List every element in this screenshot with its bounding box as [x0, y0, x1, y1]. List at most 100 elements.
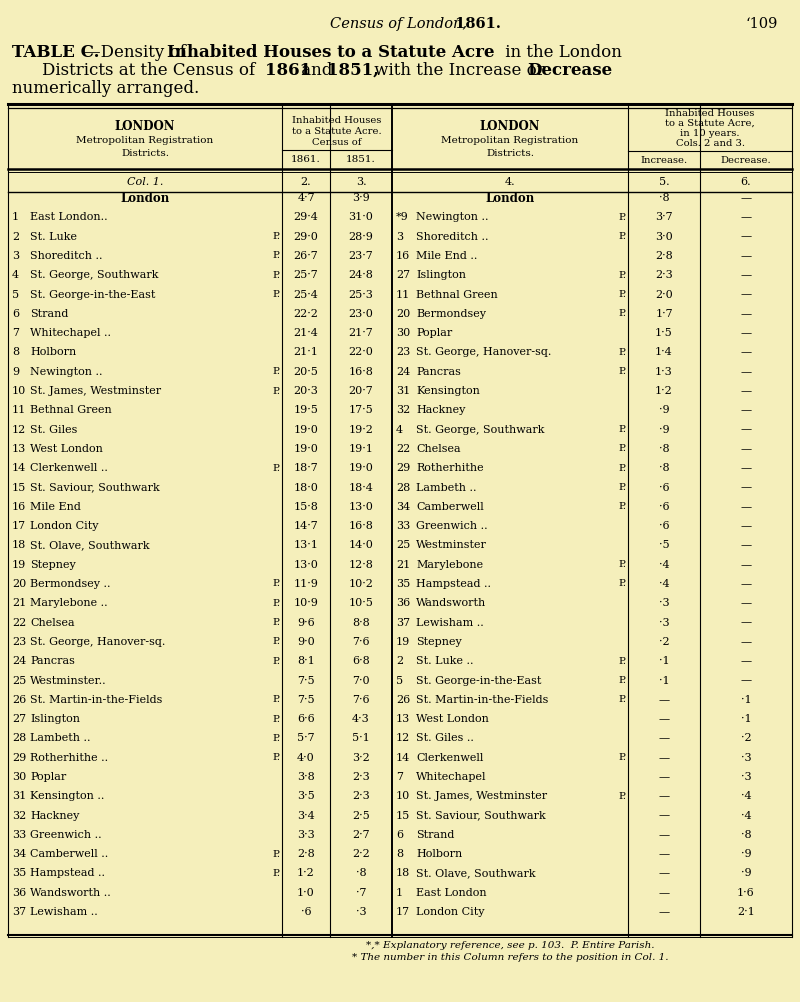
- Text: 9·0: 9·0: [297, 637, 315, 647]
- Text: 28: 28: [12, 733, 26, 743]
- Text: * The number in this Column refers to the position in Col. 1.: * The number in this Column refers to th…: [352, 954, 668, 963]
- Text: P.: P.: [272, 252, 280, 261]
- Text: St. George, Hanover-sq.: St. George, Hanover-sq.: [416, 348, 551, 358]
- Text: —: —: [741, 483, 751, 493]
- Text: P.: P.: [618, 367, 626, 376]
- Text: 7·5: 7·5: [297, 694, 315, 704]
- Text: 29: 29: [12, 753, 26, 763]
- Text: 2·5: 2·5: [352, 811, 370, 821]
- Text: —: —: [658, 792, 670, 802]
- Text: Cols. 2 and 3.: Cols. 2 and 3.: [675, 138, 745, 147]
- Text: —: —: [741, 309, 751, 319]
- Text: 34: 34: [12, 850, 26, 859]
- Text: P.: P.: [618, 695, 626, 704]
- Text: —: —: [741, 271, 751, 281]
- Text: 17·5: 17·5: [349, 405, 374, 415]
- Text: 20: 20: [12, 579, 26, 589]
- Text: 2·8: 2·8: [655, 250, 673, 261]
- Text: 1: 1: [12, 212, 19, 222]
- Text: 7·0: 7·0: [352, 675, 370, 685]
- Text: and: and: [296, 61, 338, 78]
- Text: Islington: Islington: [30, 714, 80, 724]
- Text: —: —: [658, 694, 670, 704]
- Text: 1861.: 1861.: [291, 154, 321, 163]
- Text: Decrease: Decrease: [527, 61, 612, 78]
- Text: P.: P.: [272, 656, 280, 665]
- Text: Shoreditch ..: Shoreditch ..: [416, 231, 489, 241]
- Text: 25·3: 25·3: [349, 290, 374, 300]
- Text: Bethnal Green: Bethnal Green: [30, 405, 112, 415]
- Text: 1·6: 1·6: [737, 888, 755, 898]
- Text: ·1: ·1: [658, 656, 670, 666]
- Text: 19·0: 19·0: [294, 444, 318, 454]
- Text: Rotherhithe: Rotherhithe: [416, 463, 484, 473]
- Text: LONDON: LONDON: [480, 119, 540, 132]
- Text: 31: 31: [396, 386, 410, 396]
- Text: Stepney: Stepney: [30, 560, 76, 570]
- Text: ‘109: ‘109: [746, 17, 778, 31]
- Text: ·3: ·3: [741, 772, 751, 782]
- Text: 2·7: 2·7: [352, 830, 370, 840]
- Text: Kensington: Kensington: [416, 386, 480, 396]
- Text: ·8: ·8: [658, 463, 670, 473]
- Text: Wandsworth ..: Wandsworth ..: [30, 888, 110, 898]
- Text: —: —: [741, 463, 751, 473]
- Text: —: —: [741, 193, 751, 203]
- Text: East London..: East London..: [30, 212, 108, 222]
- Text: ·4: ·4: [741, 792, 751, 802]
- Text: 3·4: 3·4: [297, 811, 315, 821]
- Text: Increase.: Increase.: [641, 155, 687, 164]
- Text: 1·4: 1·4: [655, 348, 673, 358]
- Text: Inhabited Houses: Inhabited Houses: [666, 108, 754, 117]
- Text: St. Luke ..: St. Luke ..: [416, 656, 474, 666]
- Text: London: London: [486, 191, 534, 204]
- Text: 37: 37: [396, 617, 410, 627]
- Text: Westminster..: Westminster..: [30, 675, 106, 685]
- Text: to a Statute Acre.: to a Statute Acre.: [292, 126, 382, 135]
- Text: 10: 10: [396, 792, 410, 802]
- Text: 21·4: 21·4: [294, 328, 318, 338]
- Text: 4·3: 4·3: [352, 714, 370, 724]
- Text: 30: 30: [396, 328, 410, 338]
- Text: 8: 8: [12, 348, 19, 358]
- Text: 7·6: 7·6: [352, 637, 370, 647]
- Text: —: —: [741, 425, 751, 435]
- Text: in 10 years.: in 10 years.: [680, 128, 740, 137]
- Text: P.: P.: [618, 579, 626, 588]
- Text: numerically arranged.: numerically arranged.: [12, 79, 199, 96]
- Text: Pancras: Pancras: [416, 367, 461, 377]
- Text: P.: P.: [618, 445, 626, 453]
- Text: London City: London City: [30, 521, 98, 531]
- Text: 22·2: 22·2: [294, 309, 318, 319]
- Text: 21·7: 21·7: [349, 328, 374, 338]
- Text: St. James, Westminster: St. James, Westminster: [416, 792, 547, 802]
- Text: St. Giles ..: St. Giles ..: [416, 733, 474, 743]
- Text: P.: P.: [618, 464, 626, 473]
- Text: 30: 30: [12, 772, 26, 782]
- Text: Rotherhithe ..: Rotherhithe ..: [30, 753, 108, 763]
- Text: 22·0: 22·0: [349, 348, 374, 358]
- Text: P.: P.: [618, 232, 626, 241]
- Text: St. Olave, Southwark: St. Olave, Southwark: [416, 869, 536, 879]
- Text: 5.: 5.: [658, 177, 670, 187]
- Text: 18·7: 18·7: [294, 463, 318, 473]
- Text: 4.: 4.: [505, 177, 515, 187]
- Text: 2·3: 2·3: [352, 792, 370, 802]
- Text: P.: P.: [618, 754, 626, 763]
- Text: —: —: [658, 733, 670, 743]
- Text: 19·2: 19·2: [349, 425, 374, 435]
- Text: Newington ..: Newington ..: [416, 212, 489, 222]
- Text: Islington: Islington: [416, 271, 466, 281]
- Text: 14·7: 14·7: [294, 521, 318, 531]
- Text: 15: 15: [396, 811, 410, 821]
- Text: 21: 21: [396, 560, 410, 570]
- Text: 31·0: 31·0: [349, 212, 374, 222]
- Text: —: —: [741, 386, 751, 396]
- Text: —: —: [741, 579, 751, 589]
- Text: ·3: ·3: [658, 598, 670, 608]
- Text: ·2: ·2: [658, 637, 670, 647]
- Text: 20·7: 20·7: [349, 386, 374, 396]
- Text: Metropolitan Registration: Metropolitan Registration: [76, 135, 214, 144]
- Text: St. Giles: St. Giles: [30, 425, 78, 435]
- Text: 29·4: 29·4: [294, 212, 318, 222]
